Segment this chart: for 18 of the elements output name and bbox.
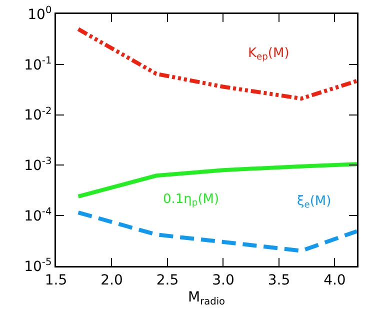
x-tick-label: 3.0: [212, 272, 234, 288]
series-label: 0.1η$_{p}$(M): [163, 192, 220, 209]
line-series: [76, 210, 357, 253]
line-series: [76, 27, 357, 101]
x-axis-title: M$_{radio}$: [188, 289, 226, 308]
y-tick-label: 10$^{-2}$: [24, 106, 52, 124]
y-tick-label: 10$^{-3}$: [24, 156, 52, 174]
y-tick-label: 10$^{-1}$: [24, 55, 52, 74]
text: ξ$_{e}$(M): [297, 194, 332, 211]
x-tick-label: 1.5: [44, 272, 68, 288]
x-tick-label: 2.0: [100, 272, 123, 288]
x-tick-label: 4.0: [324, 272, 346, 288]
y-tick-label: 10$^{-4}$: [24, 206, 52, 224]
text: K$_{ep}$(M): [248, 46, 290, 63]
y-tick-label: 10$^{-5}$: [24, 257, 52, 275]
x-tick-label: 2.5: [156, 272, 179, 288]
x-tick-label: 3.5: [268, 272, 290, 288]
y-tick-label: 10$^{0}$: [28, 5, 52, 23]
